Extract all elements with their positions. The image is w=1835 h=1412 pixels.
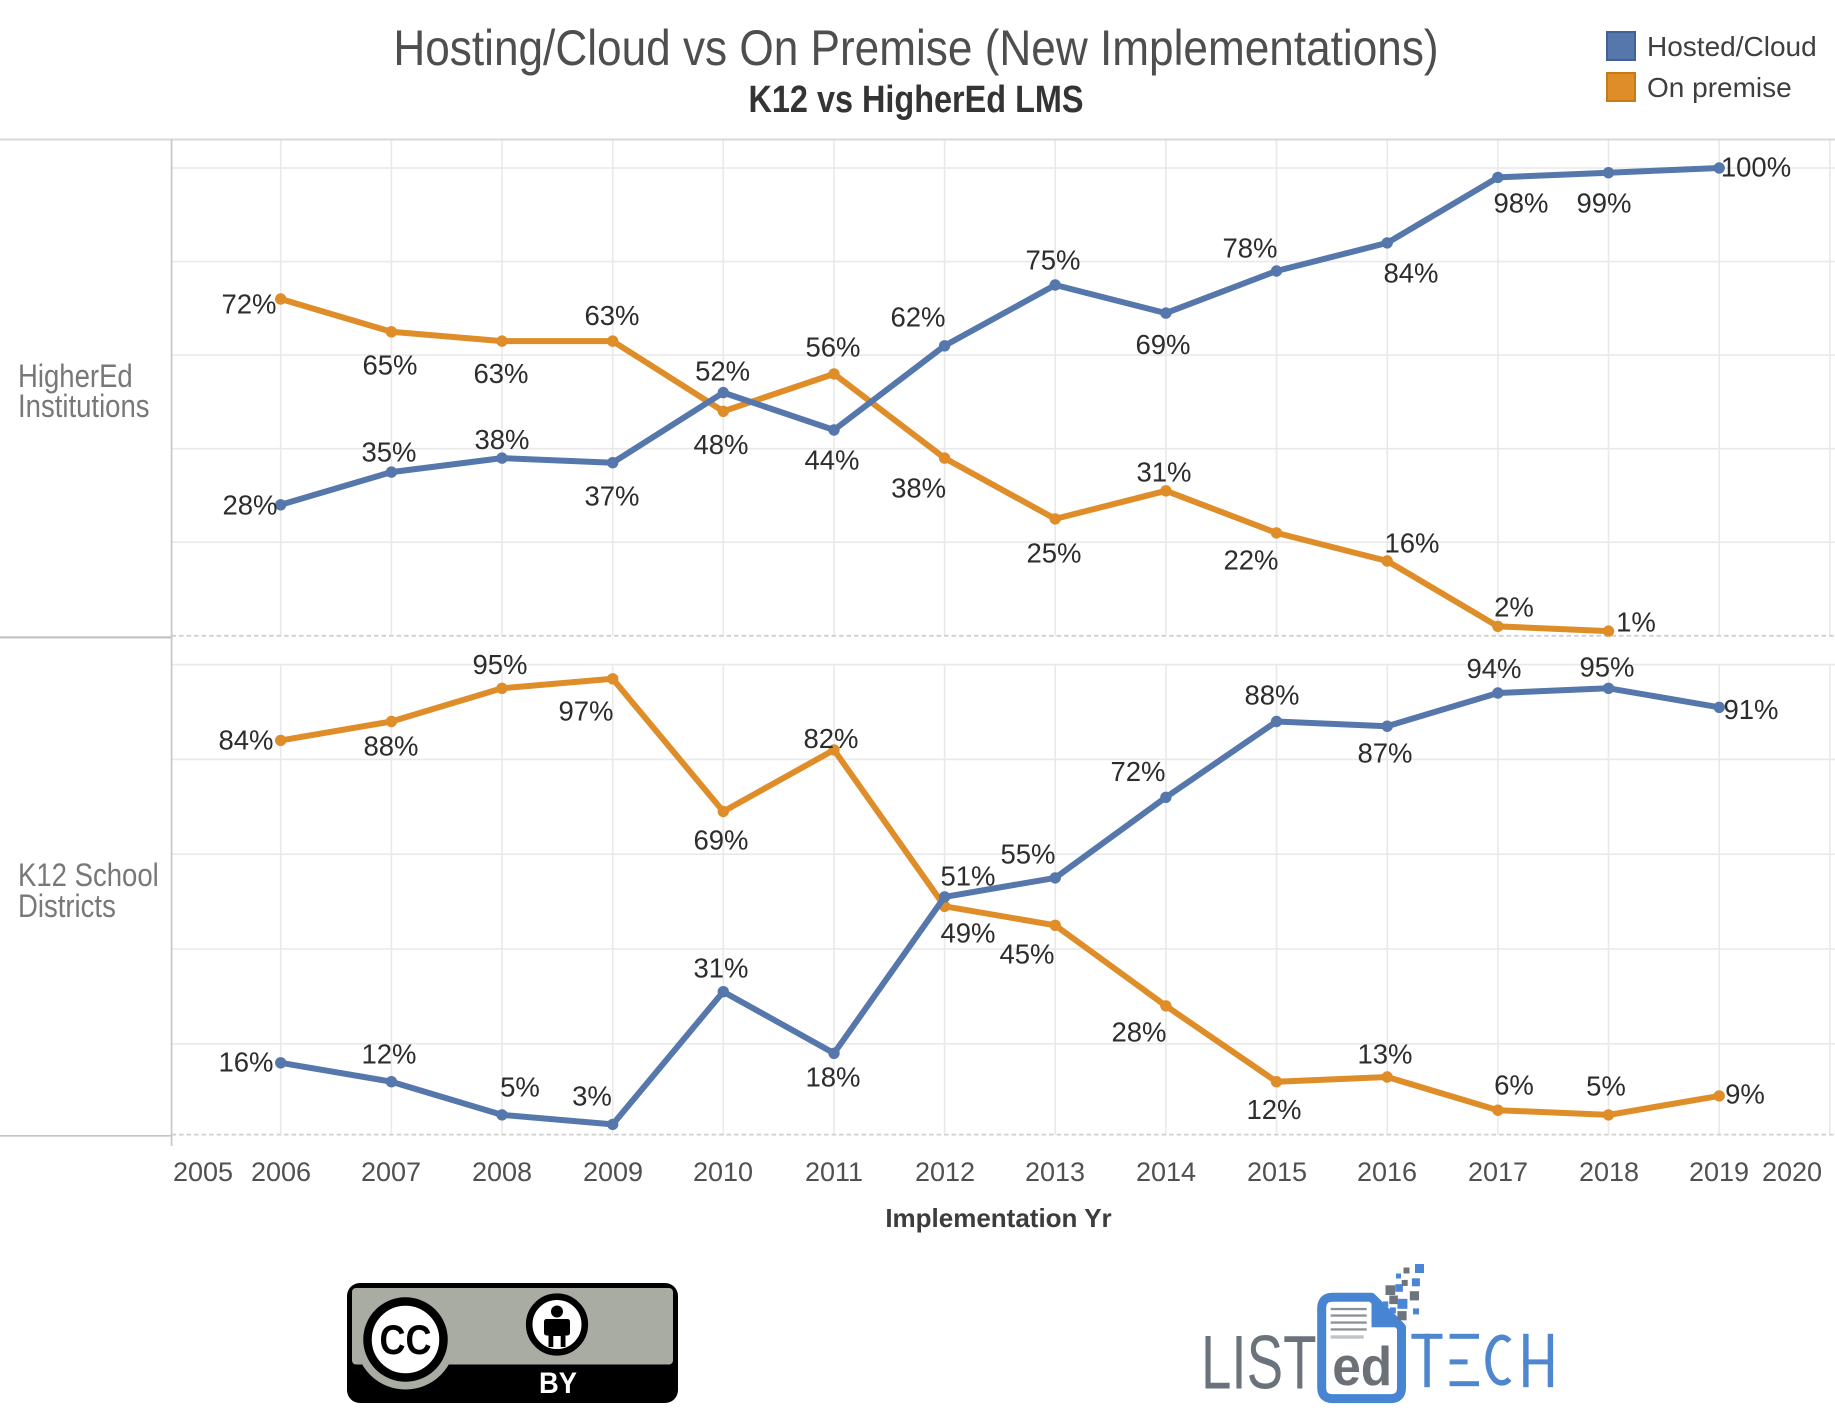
svg-text:2020: 2020 — [1762, 1157, 1822, 1187]
svg-text:35%: 35% — [361, 437, 416, 468]
svg-text:6%: 6% — [1494, 1070, 1534, 1101]
svg-text:95%: 95% — [472, 649, 527, 680]
svg-text:13%: 13% — [1357, 1039, 1412, 1070]
svg-text:2011: 2011 — [805, 1157, 863, 1187]
svg-text:88%: 88% — [1244, 680, 1299, 711]
svg-text:2013: 2013 — [1025, 1157, 1085, 1187]
svg-text:52%: 52% — [695, 356, 750, 387]
svg-text:2012: 2012 — [915, 1157, 975, 1187]
svg-text:2018: 2018 — [1579, 1157, 1639, 1187]
svg-text:88%: 88% — [363, 731, 418, 762]
svg-text:CC: CC — [380, 1316, 432, 1363]
svg-text:62%: 62% — [890, 302, 945, 333]
svg-text:72%: 72% — [221, 289, 276, 320]
svg-text:82%: 82% — [803, 723, 858, 754]
svg-text:5%: 5% — [1586, 1071, 1626, 1102]
svg-text:16%: 16% — [1384, 528, 1439, 559]
svg-text:31%: 31% — [1136, 457, 1191, 488]
svg-text:16%: 16% — [218, 1047, 273, 1078]
svg-text:72%: 72% — [1110, 756, 1165, 787]
svg-text:48%: 48% — [693, 429, 748, 460]
svg-text:84%: 84% — [1383, 258, 1438, 289]
svg-text:18%: 18% — [805, 1062, 860, 1093]
svg-text:84%: 84% — [218, 725, 273, 756]
svg-text:97%: 97% — [558, 696, 613, 727]
svg-text:2016: 2016 — [1357, 1157, 1417, 1187]
svg-text:12%: 12% — [1246, 1094, 1301, 1125]
svg-text:91%: 91% — [1723, 694, 1778, 725]
svg-text:28%: 28% — [1111, 1017, 1166, 1048]
svg-text:95%: 95% — [1579, 652, 1634, 683]
svg-text:98%: 98% — [1493, 188, 1548, 219]
svg-text:3%: 3% — [572, 1081, 612, 1112]
svg-text:1%: 1% — [1616, 607, 1656, 638]
svg-text:5%: 5% — [500, 1072, 540, 1103]
svg-text:37%: 37% — [584, 481, 639, 512]
svg-text:2007: 2007 — [361, 1157, 421, 1187]
svg-text:38%: 38% — [891, 473, 946, 504]
svg-text:2006: 2006 — [251, 1157, 311, 1187]
svg-text:2010: 2010 — [693, 1157, 753, 1187]
svg-text:99%: 99% — [1576, 188, 1631, 219]
svg-text:65%: 65% — [362, 350, 417, 381]
svg-text:LIST: LIST — [1201, 1321, 1317, 1406]
svg-text:45%: 45% — [999, 939, 1054, 970]
svg-text:2005: 2005 — [173, 1157, 233, 1187]
svg-text:69%: 69% — [1135, 329, 1190, 360]
svg-text:49%: 49% — [940, 918, 995, 949]
svg-text:94%: 94% — [1466, 653, 1521, 684]
svg-text:2%: 2% — [1494, 592, 1534, 623]
svg-text:100%: 100% — [1721, 152, 1791, 183]
svg-text:69%: 69% — [693, 825, 748, 856]
svg-text:ed: ed — [1332, 1335, 1392, 1397]
svg-text:38%: 38% — [474, 424, 529, 455]
svg-text:2015: 2015 — [1247, 1157, 1307, 1187]
svg-text:75%: 75% — [1025, 245, 1080, 276]
svg-text:44%: 44% — [804, 445, 859, 476]
svg-text:63%: 63% — [584, 300, 639, 331]
svg-text:2019: 2019 — [1689, 1157, 1749, 1187]
svg-text:2009: 2009 — [583, 1157, 643, 1187]
svg-text:2008: 2008 — [472, 1157, 532, 1187]
svg-text:63%: 63% — [473, 358, 528, 389]
svg-text:25%: 25% — [1026, 538, 1081, 569]
svg-text:9%: 9% — [1725, 1079, 1765, 1110]
svg-text:2014: 2014 — [1136, 1157, 1196, 1187]
svg-text:87%: 87% — [1357, 738, 1412, 769]
svg-text:56%: 56% — [805, 332, 860, 363]
svg-text:28%: 28% — [222, 490, 277, 521]
svg-text:55%: 55% — [1000, 839, 1055, 870]
svg-text:22%: 22% — [1223, 545, 1278, 576]
svg-text:51%: 51% — [940, 861, 995, 892]
svg-text:BY: BY — [539, 1367, 577, 1400]
svg-text:12%: 12% — [361, 1039, 416, 1070]
svg-text:78%: 78% — [1222, 233, 1277, 264]
svg-text:31%: 31% — [693, 953, 748, 984]
svg-text:2017: 2017 — [1468, 1157, 1528, 1187]
